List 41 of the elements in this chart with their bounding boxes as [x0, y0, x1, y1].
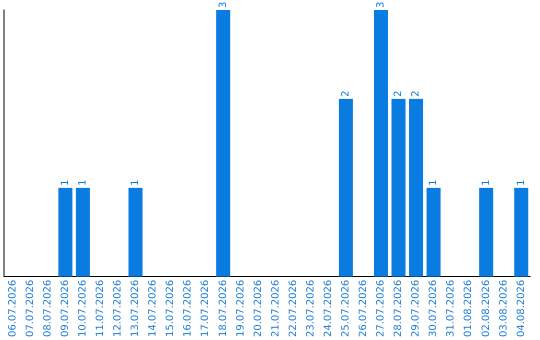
x-tick-label: 10.07.2026 — [77, 280, 88, 338]
x-tick-label: 06.07.2026 — [7, 280, 18, 338]
data-label: 1 — [60, 179, 71, 186]
x-tick-label: 22.07.2026 — [288, 280, 299, 338]
x-tick-label: 01.08.2026 — [463, 280, 474, 338]
x-tick-label: 14.07.2026 — [148, 280, 159, 338]
x-tick-label: 29.07.2026 — [410, 280, 422, 338]
data-label: 1 — [516, 179, 527, 186]
x-tick-label: 25.07.2026 — [340, 280, 352, 338]
data-label: 1 — [428, 179, 440, 186]
x-tick-label: 21.07.2026 — [270, 280, 282, 338]
data-label: 3 — [376, 2, 387, 8]
x-tick-label: 27.07.2026 — [376, 280, 387, 338]
x-tick-label: 13.07.2026 — [130, 280, 142, 338]
x-tick-label: 08.07.2026 — [42, 280, 54, 338]
x-tick-label: 15.07.2026 — [165, 280, 176, 338]
x-tick-label: 31.07.2026 — [446, 280, 457, 338]
data-label: 1 — [130, 179, 142, 186]
x-tick-label: 16.07.2026 — [182, 280, 194, 338]
x-tick-label: 28.07.2026 — [393, 280, 404, 338]
x-tick-label: 17.07.2026 — [200, 280, 212, 338]
data-label: 1 — [480, 179, 492, 186]
x-tick-label: 11.07.2026 — [95, 280, 106, 338]
data-label: 2 — [410, 90, 422, 97]
data-label: 1 — [77, 179, 88, 186]
x-tick-label: 30.07.2026 — [428, 280, 440, 338]
x-tick-label: 18.07.2026 — [218, 280, 229, 338]
data-label: 3 — [218, 2, 229, 8]
x-tick-label: 02.08.2026 — [480, 280, 492, 338]
data-label: 2 — [340, 90, 352, 97]
x-tick-label: 09.07.2026 — [60, 280, 71, 338]
x-tick-label: 24.07.2026 — [322, 280, 334, 338]
x-tick-label: 26.07.2026 — [358, 280, 370, 338]
x-tick-label: 19.07.2026 — [235, 280, 246, 338]
x-tick-label: 20.07.2026 — [252, 280, 264, 338]
x-tick-label: 03.08.2026 — [498, 280, 510, 338]
x-tick-label: 23.07.2026 — [305, 280, 316, 338]
x-tick-label: 07.07.2026 — [24, 280, 36, 338]
x-tick-label: 12.07.2026 — [112, 280, 124, 338]
data-label: 2 — [393, 90, 404, 97]
x-tick-label: 04.08.2026 — [516, 280, 527, 338]
